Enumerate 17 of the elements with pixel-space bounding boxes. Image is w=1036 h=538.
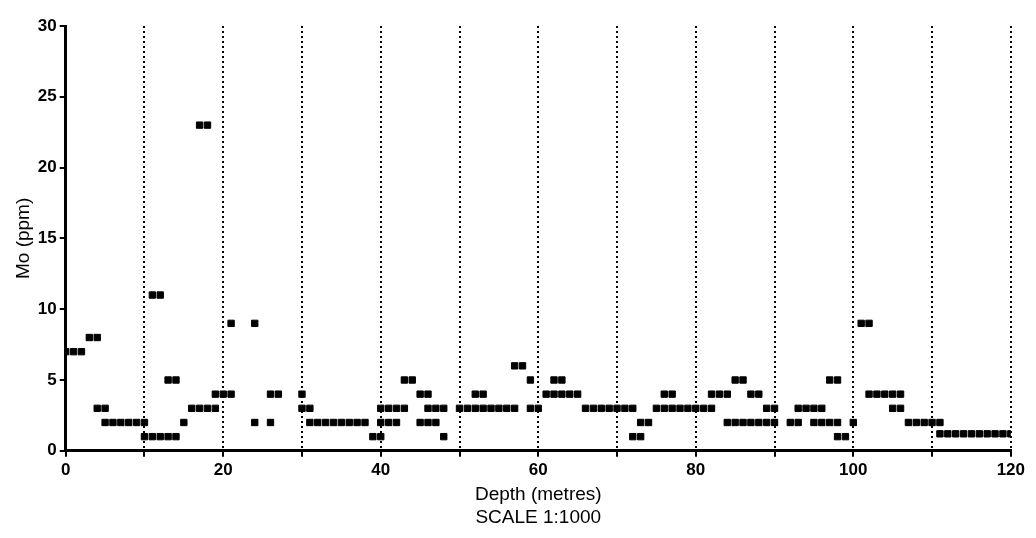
x-tick-label: 100: [839, 459, 868, 479]
y-tick-label: 25: [37, 86, 57, 106]
y-axis-title: Mo (ppm): [11, 197, 33, 280]
x-tick-label: 0: [60, 459, 71, 479]
y-tick-label: 10: [37, 298, 57, 318]
y-tick-label: 15: [37, 228, 57, 248]
y-tick-label: 20: [37, 157, 57, 177]
y-tick-label: 30: [37, 15, 57, 35]
x-tick-label: 80: [686, 459, 706, 479]
x-tick-label: 40: [371, 459, 391, 479]
x-axis-title: Depth (metres): [474, 482, 602, 504]
x-tick-label: 120: [996, 459, 1026, 479]
y-tick-label: 5: [47, 369, 57, 389]
x-tick-label: 20: [213, 459, 233, 479]
y-tick-label: 0: [47, 440, 57, 460]
text: SCALE 1:1000: [475, 505, 602, 527]
x-tick-label: 60: [528, 459, 548, 479]
